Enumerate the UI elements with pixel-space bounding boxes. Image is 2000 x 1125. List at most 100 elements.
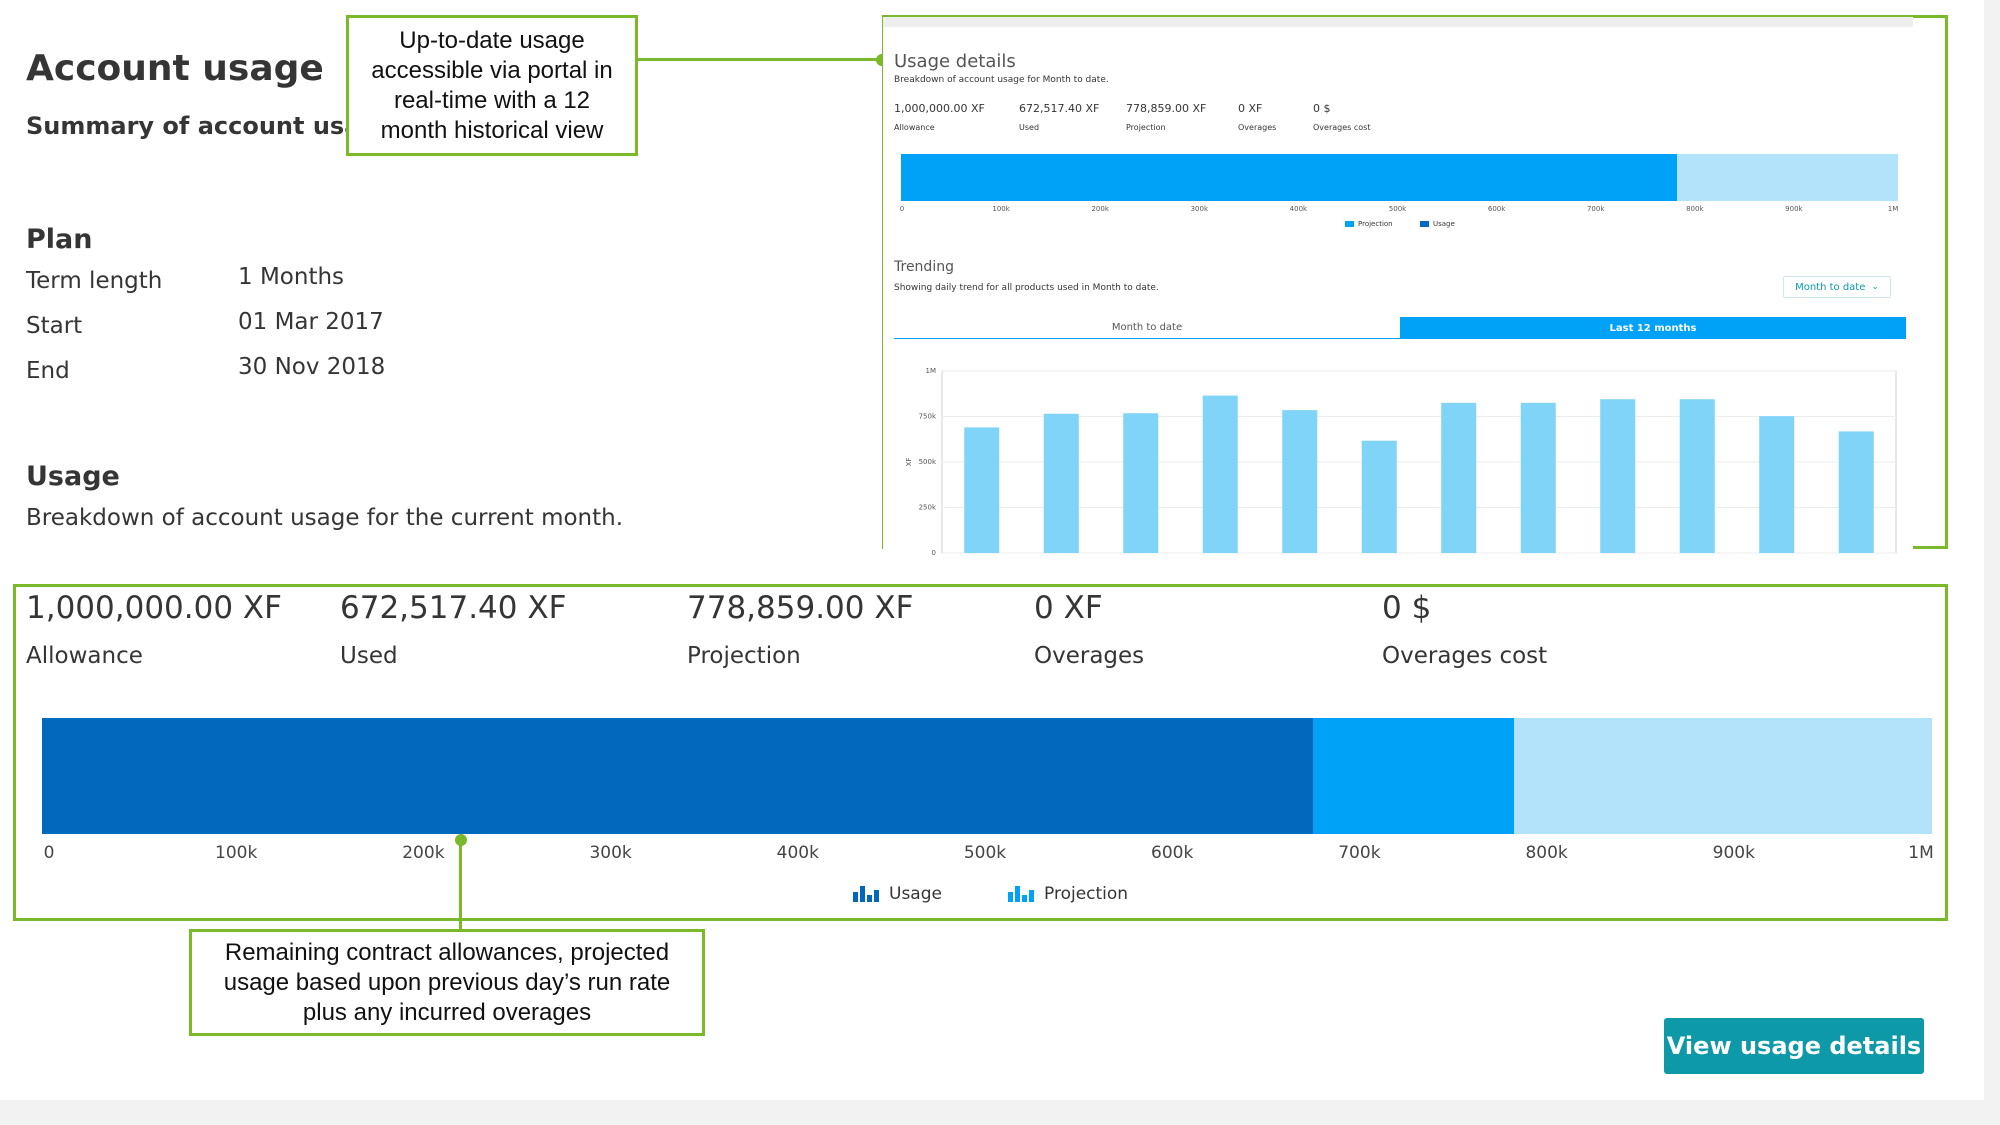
trend-ytick-label: 750k xyxy=(919,413,937,421)
trend-ytick-label: 500k xyxy=(919,458,937,466)
trend-bar xyxy=(1600,399,1636,553)
legend-projection-label: Projection xyxy=(1044,884,1129,904)
end-value: 30 Nov 2018 xyxy=(238,354,386,380)
bar-chart-icon xyxy=(1345,221,1354,227)
page-title: Account usage xyxy=(26,48,324,89)
legend-usage: Usage xyxy=(853,884,942,904)
stat-label: Projection xyxy=(687,643,801,669)
tab-last-12-months-label: Last 12 months xyxy=(1609,322,1697,334)
detail-bar-tick: 100k xyxy=(992,205,1010,213)
realtime-callout: Up-to-date usage accessible via portal i… xyxy=(346,15,638,156)
trend-bar xyxy=(1043,413,1079,553)
bottom-callout-dot xyxy=(455,834,467,846)
trend-bar xyxy=(1520,402,1556,553)
realtime-callout-text: Up-to-date usage accessible via portal i… xyxy=(371,26,613,144)
term-length-label: Term length xyxy=(26,268,163,294)
trend-bar xyxy=(1123,413,1159,553)
bar-tick-label: 700k xyxy=(1338,843,1381,863)
detail-legend-projection-label: Projection xyxy=(1358,220,1393,228)
stat-label: Overages cost xyxy=(1382,643,1548,669)
detail-projection-bar xyxy=(901,154,1677,201)
bar-chart-icon xyxy=(853,886,879,902)
plan-heading: Plan xyxy=(26,224,93,255)
bar-tick-label: 600k xyxy=(1151,843,1194,863)
allowance-callout: Remaining contract allowances, projected… xyxy=(189,929,705,1036)
detail-bar-tick: 800k xyxy=(1686,205,1704,213)
trend-bar xyxy=(1838,431,1874,553)
page-scroll-strip xyxy=(1984,0,2000,1125)
detail-bar-tick: 400k xyxy=(1289,205,1308,213)
trending-subtitle: Showing daily trend for all products use… xyxy=(894,283,1159,293)
bar-tick-label: 800k xyxy=(1525,843,1568,863)
tab-month-to-date[interactable]: Month to date xyxy=(894,317,1400,339)
stat-label: Overages xyxy=(1034,643,1145,669)
usage-description: Breakdown of account usage for the curre… xyxy=(26,505,624,531)
trend-ytick-label: 250k xyxy=(919,504,937,512)
detail-bar-tick: 0 xyxy=(899,205,905,213)
detail-stat-label: Allowance xyxy=(894,123,935,132)
detail-stat-label: Used xyxy=(1019,123,1040,132)
detail-stat-label: Projection xyxy=(1126,123,1166,132)
detail-stat-label: Overages cost xyxy=(1313,123,1371,132)
detail-bar-tick: 200k xyxy=(1091,205,1109,213)
tab-month-to-date-label: Month to date xyxy=(1111,322,1183,333)
stat-label: Allowance xyxy=(26,643,143,669)
detail-bar-tick: 500k xyxy=(1388,205,1407,213)
detail-bar-tick: 1M xyxy=(1887,205,1899,213)
period-dropdown[interactable]: Month to date ⌄ xyxy=(1783,276,1891,298)
detail-title: Usage details xyxy=(894,51,1016,72)
bar-tick-label: 900k xyxy=(1712,843,1755,863)
stat-value: 778,859.00 XF xyxy=(687,590,914,626)
stat-value: 0 $ xyxy=(1382,590,1432,626)
detail-stat-value: 778,859.00 XF xyxy=(1126,102,1207,115)
usage-summary-frame xyxy=(13,584,1948,921)
trend-bar xyxy=(1679,399,1715,553)
detail-stat-value: 1,000,000.00 XF xyxy=(894,102,985,115)
detail-legend-usage-label: Usage xyxy=(1433,220,1455,228)
term-length-value: 1 Months xyxy=(238,264,345,290)
trend-ylabel: XF xyxy=(905,458,913,467)
tab-last-12-months[interactable]: Last 12 months xyxy=(1400,317,1906,339)
usage-bar xyxy=(42,718,1932,834)
chevron-down-icon: ⌄ xyxy=(1871,282,1879,292)
stat-value: 1,000,000.00 XF xyxy=(26,590,282,626)
bar-tick-label: 500k xyxy=(963,843,1007,863)
detail-bar-tick: 300k xyxy=(1190,205,1209,213)
trend-ytick-label: 0 xyxy=(932,549,936,557)
view-usage-details-label: View usage details xyxy=(1666,1032,1922,1060)
detail-legend-projection: Projection xyxy=(1345,220,1393,228)
start-label: Start xyxy=(26,313,83,339)
bar-tick-label: 200k xyxy=(402,843,445,863)
page-bottom-strip xyxy=(0,1100,1984,1125)
view-usage-details-button[interactable]: View usage details xyxy=(1664,1018,1924,1074)
bar-chart-icon xyxy=(1420,221,1429,227)
trend-bar xyxy=(1441,402,1477,553)
trend-bar xyxy=(1282,410,1318,553)
trend-bar xyxy=(1202,395,1238,553)
detail-bar-tick: 600k xyxy=(1487,205,1506,213)
bar-segment-usage xyxy=(42,718,1314,834)
detail-stat-value: 672,517.40 XF xyxy=(1019,102,1100,115)
callout-connector xyxy=(638,58,882,61)
bar-tick-label: 300k xyxy=(589,843,632,863)
detail-stat-value: 0 $ xyxy=(1313,102,1331,115)
legend-projection: Projection xyxy=(1008,884,1128,904)
period-dropdown-value: Month to date xyxy=(1795,281,1866,293)
allowance-callout-text: Remaining contract allowances, projected… xyxy=(223,938,671,1026)
detail-stat-label: Overages xyxy=(1238,123,1277,132)
bar-tick-label: 100k xyxy=(215,843,258,863)
legend-usage-label: Usage xyxy=(889,884,942,904)
bar-tick-label: 0 xyxy=(43,843,55,863)
stat-value: 0 XF xyxy=(1034,590,1103,626)
trend-bar xyxy=(1361,440,1397,553)
start-value: 01 Mar 2017 xyxy=(238,309,384,335)
stat-label: Used xyxy=(340,643,398,669)
bar-chart-icon xyxy=(1008,886,1034,902)
bar-tick-label: 400k xyxy=(776,843,819,863)
trend-bar xyxy=(964,427,1000,553)
stat-value: 672,517.40 XF xyxy=(340,590,567,626)
end-label: End xyxy=(26,358,70,384)
usage-details-panel: Usage details Breakdown of account usage… xyxy=(883,17,1913,557)
trend-bar xyxy=(1759,416,1795,553)
